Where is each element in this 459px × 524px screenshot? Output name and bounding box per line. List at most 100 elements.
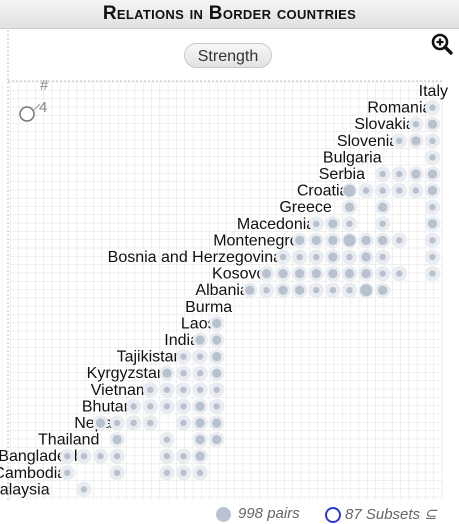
relation-dot [329, 287, 337, 294]
relation-dot [195, 418, 205, 428]
country-label: Burma [185, 299, 232, 316]
country-label: Thailand [38, 432, 99, 449]
relation-dot [212, 352, 222, 362]
country-label: Bhutan [82, 398, 133, 415]
relation-dot [361, 235, 371, 245]
country-label: Montenegro [213, 232, 298, 249]
relation-dot [427, 219, 438, 229]
chart-title: Relations in Border countries [0, 0, 459, 29]
subset-symbol: ⊆ [424, 506, 437, 523]
relation-dot [396, 270, 403, 277]
country-label: Greece [279, 199, 332, 216]
relation-dot [261, 269, 272, 279]
relation-dot [396, 187, 403, 194]
relation-dot [360, 284, 373, 297]
pairs-dot-icon [216, 507, 231, 522]
country-label: Bosnia and Herzegovina [108, 249, 282, 266]
relation-dot [113, 419, 121, 427]
relation-dot [343, 234, 356, 247]
relation-dot [162, 368, 172, 378]
relation-dot [130, 403, 137, 410]
relation-dot [180, 469, 187, 476]
relation-dot [196, 469, 204, 476]
relation-dot [180, 353, 187, 360]
relation-dot [396, 137, 403, 144]
relation-dot [278, 285, 288, 295]
country-label: India [164, 332, 199, 349]
size-legend-label: # [40, 77, 49, 94]
country-label: Slovenia [337, 133, 398, 150]
relation-dot [295, 269, 305, 279]
relation-dot [379, 187, 386, 194]
relation-dot [313, 220, 320, 227]
relation-dot [429, 270, 436, 277]
relation-dot [378, 235, 388, 245]
country-label: Macedonia [237, 216, 315, 233]
relation-dot [279, 253, 287, 261]
relation-dot [346, 287, 353, 294]
relation-dot [147, 403, 154, 410]
relation-dot [429, 137, 436, 144]
relation-dot [95, 418, 106, 428]
relation-dot [346, 220, 353, 227]
relation-dot [396, 170, 403, 178]
relation-dot [212, 318, 222, 328]
relation-dot [130, 419, 137, 427]
relation-dot [80, 453, 88, 460]
relation-dot [412, 121, 420, 128]
country-label: Romania [367, 100, 431, 117]
relation-dot [213, 403, 220, 410]
relation-dot [378, 202, 388, 212]
relation-dot [429, 253, 436, 261]
relation-dot [295, 285, 305, 295]
relation-dot [295, 235, 305, 245]
country-label: Vietnam [91, 382, 149, 399]
country-label: Bulgaria [323, 149, 382, 166]
subsets-count-text: 87 Subsets [345, 506, 421, 523]
relation-dot [196, 386, 204, 393]
relation-dot [64, 469, 71, 476]
relation-dot [212, 418, 222, 428]
relation-dots [59, 100, 441, 497]
country-label: Malaysia [0, 481, 50, 498]
relation-dot [147, 419, 154, 427]
relation-dot [328, 252, 338, 262]
relation-dot [313, 287, 320, 294]
relation-dot [429, 237, 436, 244]
relation-dot [379, 170, 386, 178]
relation-dot [379, 270, 386, 277]
relation-dot [97, 453, 104, 460]
relation-dot [328, 235, 338, 245]
relation-dot [212, 335, 222, 345]
relation-dot [361, 252, 371, 262]
relations-chart: ItalyRomaniaSlovakiaSloveniaBulgariaSerb… [0, 30, 448, 500]
relation-dot [212, 435, 222, 445]
country-label: Kyrgyzstan [87, 365, 166, 382]
relation-dot [379, 220, 386, 227]
relation-dot [163, 403, 171, 410]
relation-dot [429, 204, 436, 211]
relation-dot [112, 435, 122, 445]
strength-button[interactable]: Strength [184, 43, 272, 68]
relation-dot [361, 269, 371, 279]
size-legend-circle [19, 106, 35, 122]
subsets-count: 87 Subsets ⊆ [345, 505, 437, 523]
relation-dot [163, 386, 171, 393]
relation-dot [195, 401, 205, 411]
relation-dot [344, 202, 355, 212]
country-label: Albania [195, 282, 248, 299]
relation-dot [195, 335, 205, 345]
country-label: Italy [419, 83, 448, 100]
relation-dot [195, 451, 205, 461]
relation-dot [180, 386, 187, 393]
relation-dot [163, 453, 171, 460]
relation-dot [195, 435, 205, 445]
relation-dot [212, 368, 222, 378]
relation-dot [313, 253, 320, 261]
relation-dot [245, 285, 255, 295]
zoom-in-icon[interactable] [430, 32, 454, 56]
relation-dot [147, 386, 154, 393]
relation-dot [113, 453, 121, 460]
relation-dot [378, 285, 388, 295]
country-label: Croatia [297, 183, 349, 200]
